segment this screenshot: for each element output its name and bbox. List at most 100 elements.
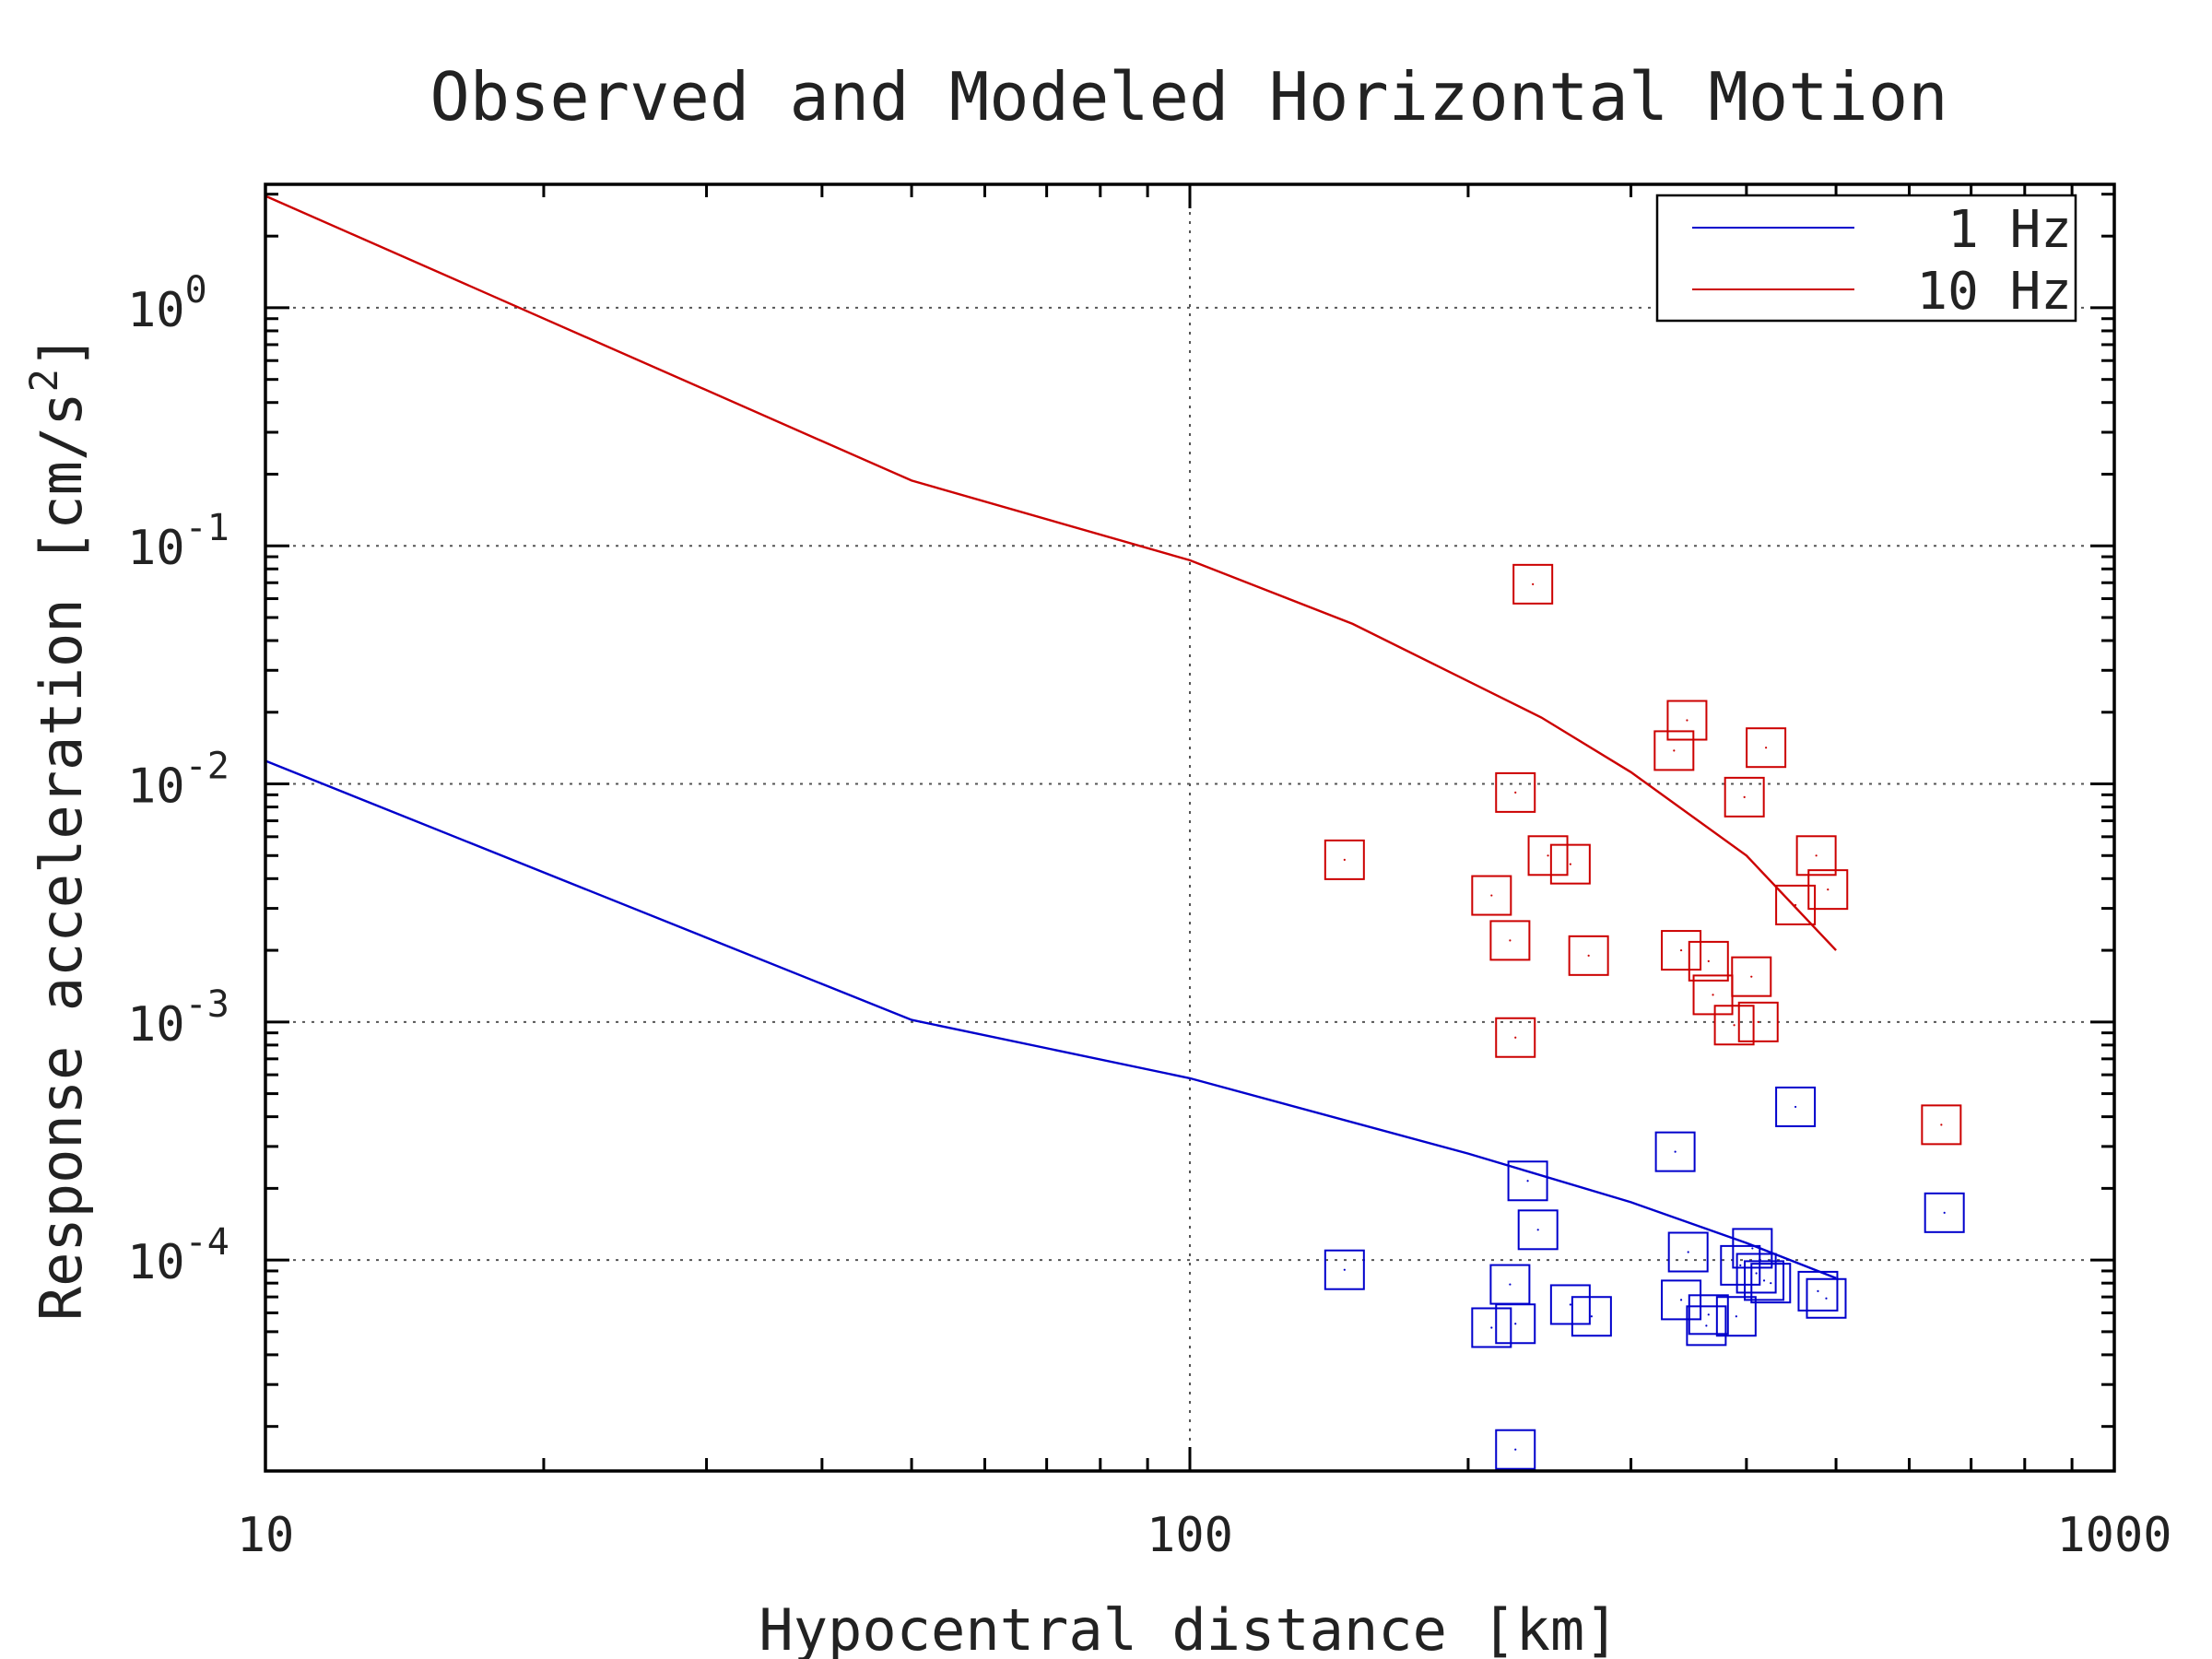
y-tick-label-exponent: -4 <box>185 1221 229 1264</box>
legend-label-1hz: 1 Hz <box>1947 200 2072 260</box>
observed-point-center-10hz <box>1757 1020 1759 1023</box>
observed-point-10hz <box>1495 1017 1536 1058</box>
observed-point-10hz <box>1324 839 1365 880</box>
legend-box <box>1655 194 2077 323</box>
observed-point-10hz <box>1921 1104 1962 1146</box>
observed-point-10hz <box>1807 869 1849 911</box>
observed-point-center-10hz <box>1509 939 1512 942</box>
y-axis-label: Response acceleration [cm/s2] <box>21 335 95 1321</box>
observed-point-center-1hz <box>1794 1105 1797 1109</box>
observed-point-center-1hz <box>1536 1229 1539 1231</box>
x-tick-label: 1000 <box>2056 1508 2171 1563</box>
observed-point-center-10hz <box>1733 1024 1735 1027</box>
observed-point-1hz <box>1495 1303 1536 1345</box>
y-tick-label: 10-1 <box>127 507 229 576</box>
observed-point-1hz <box>1720 1244 1761 1286</box>
observed-point-10hz <box>1724 776 1765 818</box>
observed-point-center-10hz <box>1679 948 1683 952</box>
observed-point-center-1hz <box>1762 1279 1766 1282</box>
y-axis-label-superscript: 2 <box>21 369 66 392</box>
y-tick-label-exponent: -2 <box>185 746 229 788</box>
observed-point-1hz <box>1688 1294 1729 1335</box>
observed-points <box>1324 563 1965 1470</box>
observed-point-center-10hz <box>1712 994 1714 996</box>
observed-point-1hz <box>1661 1279 1702 1321</box>
observed-point-center-1hz <box>1817 1289 1819 1293</box>
legend: 1 Hz 10 Hz <box>1655 194 2077 323</box>
y-tick-label-base: 10 <box>127 997 185 1053</box>
observed-point-10hz <box>1746 727 1787 769</box>
observed-point-1hz <box>1549 1284 1591 1325</box>
observed-point-center-1hz <box>1526 1180 1529 1182</box>
observed-point-10hz <box>1527 835 1569 877</box>
observed-point-1hz <box>1775 1086 1817 1127</box>
observed-point-1hz <box>1686 1305 1727 1347</box>
observed-point-center-1hz <box>1751 1247 1754 1250</box>
observed-point-10hz <box>1688 940 1729 982</box>
y-tick-label-base: 10 <box>127 759 185 815</box>
chart-title: Observed and Modeled Horizontal Motion <box>429 58 1947 135</box>
observed-point-10hz <box>1737 1001 1779 1042</box>
y-axis-label-main: Response acceleration [cm/s <box>28 392 95 1321</box>
observed-point-center-10hz <box>1490 894 1493 897</box>
y-tick-label-base: 10 <box>127 521 185 576</box>
observed-point-center-1hz <box>1770 1282 1772 1285</box>
observed-point-1hz <box>1806 1277 1847 1319</box>
observed-point-1hz <box>1571 1296 1612 1337</box>
y-tick-label-base: 10 <box>127 1235 185 1290</box>
observed-point-center-1hz <box>1569 1303 1571 1306</box>
observed-point-center-1hz <box>1705 1324 1708 1327</box>
observed-point-center-1hz <box>1509 1283 1512 1286</box>
observed-point-center-1hz <box>1687 1251 1689 1253</box>
observed-point-10hz <box>1653 730 1695 771</box>
observed-point-10hz <box>1471 875 1512 916</box>
observed-point-center-10hz <box>1514 791 1517 794</box>
y-tick-label-base: 10 <box>127 283 185 338</box>
observed-point-1hz <box>1750 1263 1792 1304</box>
observed-point-1hz <box>1654 1131 1696 1172</box>
observed-point-1hz <box>1471 1307 1512 1348</box>
observed-point-center-10hz <box>1743 795 1746 798</box>
observed-point-10hz <box>1489 920 1531 961</box>
observed-point-center-10hz <box>1569 863 1571 865</box>
observed-point-center-1hz <box>1739 1264 1742 1266</box>
observed-point-1hz <box>1667 1231 1709 1273</box>
observed-point-10hz <box>1549 843 1591 885</box>
observed-point-1hz <box>1732 1228 1773 1269</box>
model-line-1hz <box>265 759 1837 1279</box>
observed-point-center-10hz <box>1750 975 1753 978</box>
observed-point-center-1hz <box>1514 1448 1517 1451</box>
x-tick-label: 10 <box>237 1508 295 1563</box>
observed-point-1hz <box>1924 1192 1965 1233</box>
observed-point-10hz <box>1512 563 1554 605</box>
observed-point-center-10hz <box>1765 747 1768 749</box>
observed-point-center-10hz <box>1514 1036 1517 1039</box>
observed-point-10hz <box>1795 835 1837 877</box>
observed-point-1hz <box>1495 1429 1536 1470</box>
y-tick-label-exponent: -1 <box>185 507 229 549</box>
observed-point-1hz <box>1507 1160 1548 1202</box>
y-tick-label: 10-2 <box>127 746 229 815</box>
observed-point-10hz <box>1568 935 1609 976</box>
model-lines <box>265 194 1837 1279</box>
observed-point-center-10hz <box>1532 582 1535 585</box>
x-tick-label: 100 <box>1147 1508 1233 1563</box>
observed-point-center-1hz <box>1755 1272 1758 1275</box>
observed-point-10hz <box>1661 930 1702 971</box>
observed-point-center-10hz <box>1940 1124 1943 1126</box>
observed-point-10hz <box>1495 771 1536 813</box>
observed-point-1hz <box>1744 1260 1785 1301</box>
y-tick-label: 10-4 <box>127 1221 229 1290</box>
observed-point-10hz <box>1666 700 1708 741</box>
observed-point-center-10hz <box>1673 749 1676 752</box>
observed-point-center-10hz <box>1343 858 1346 861</box>
observed-point-center-1hz <box>1943 1211 1946 1214</box>
observed-point-center-1hz <box>1735 1315 1737 1318</box>
observed-point-center-1hz <box>1707 1313 1710 1316</box>
observed-point-10hz <box>1713 1005 1755 1046</box>
observed-point-1hz <box>1517 1209 1559 1251</box>
observed-point-1hz <box>1797 1270 1839 1312</box>
observed-point-center-10hz <box>1686 719 1688 722</box>
